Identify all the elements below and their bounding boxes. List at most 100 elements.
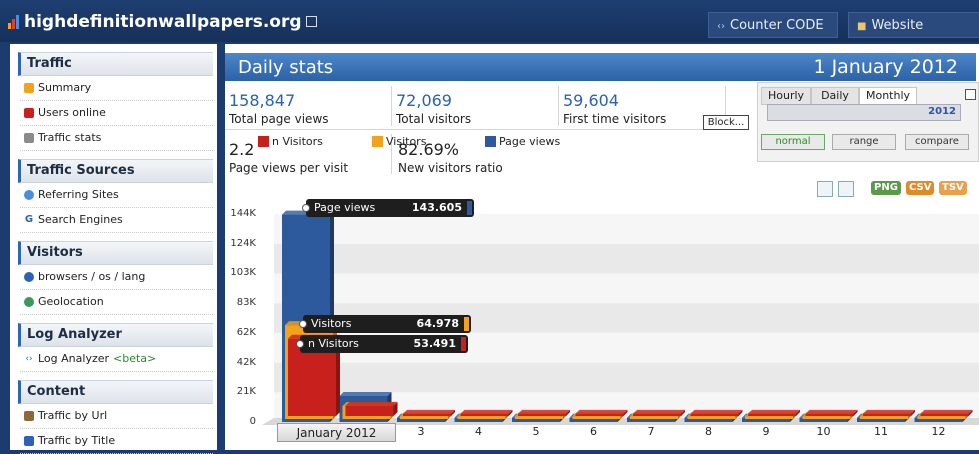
bar-side — [796, 409, 800, 416]
bar-face — [460, 413, 509, 416]
sidebar-item-traffic-by-title[interactable]: Traffic by Title — [20, 429, 213, 454]
stat-first-time-visitors: 59,604 First time visitors — [563, 91, 667, 126]
bar-face — [863, 413, 911, 416]
bar-top — [748, 409, 800, 414]
tooltip-dot — [299, 320, 307, 328]
sidebar-section-traffic: Traffic — [18, 52, 213, 76]
year-selector[interactable]: 2012 — [767, 104, 961, 121]
y-tick-label: 124K — [230, 237, 256, 249]
bar-face — [515, 416, 563, 419]
bar-side — [451, 409, 455, 416]
x-tick-label: 9 — [762, 425, 770, 438]
bar-face — [687, 416, 736, 419]
x-tick-label: 4 — [475, 425, 482, 438]
bar-top — [920, 409, 973, 414]
external-link-icon[interactable] — [305, 15, 317, 27]
bar-side — [968, 409, 973, 416]
sidebar-item-traffic-by-url[interactable]: Traffic by Url — [20, 404, 213, 429]
export-png-button[interactable]: PNG — [871, 181, 901, 195]
sidebar-item-traffic-stats[interactable]: Traffic stats — [20, 126, 213, 151]
bar-n-visitors — [575, 409, 628, 416]
google-icon: G — [24, 214, 34, 225]
x-tick-label: 12 — [931, 425, 946, 438]
bar-face — [914, 417, 963, 422]
bar-top — [339, 392, 392, 396]
bar-top — [403, 409, 455, 414]
bar-side — [738, 409, 743, 416]
bar-chart-logo-icon — [8, 15, 19, 29]
bar-face — [572, 416, 621, 419]
bar-n-visitors — [805, 409, 858, 416]
y-tick-label: 144K — [230, 208, 256, 219]
divider — [391, 134, 392, 174]
export-csv-button[interactable]: CSV — [906, 181, 935, 195]
sidebar-item-summary[interactable]: Summary — [20, 76, 213, 101]
daily-stats-header: Daily stats 1 January 2012 — [225, 53, 976, 81]
period-panel: Hourly Daily Monthly 2012 normal range c… — [757, 82, 979, 162]
sidebar-item-referring-sites[interactable]: Referring Sites — [20, 183, 213, 208]
bar-face — [742, 417, 790, 422]
bar-n-visitors — [403, 409, 455, 416]
calendar-icon[interactable] — [965, 89, 976, 100]
sidebar-section-content: Content — [18, 380, 213, 404]
x-tick-label: 7 — [647, 425, 655, 438]
bar-face — [920, 413, 969, 416]
bar-side — [393, 401, 398, 416]
grid-band — [274, 214, 979, 244]
page-title: Daily stats — [238, 57, 334, 78]
bar-face — [569, 417, 618, 422]
grid-band — [274, 273, 979, 304]
geo-icon — [24, 297, 34, 307]
bar-top — [518, 409, 570, 414]
y-tick-label: 103K — [230, 267, 256, 279]
area-chart-type-icon[interactable] — [838, 181, 854, 197]
bar-chart — [262, 210, 979, 425]
tab-daily[interactable]: Daily — [811, 87, 859, 105]
bar-side — [508, 409, 513, 416]
bar-n-visitors — [460, 409, 513, 416]
legend-visitors[interactable]: Visitors — [372, 135, 426, 148]
bar-side — [853, 409, 858, 416]
sidebar-item-search-engines[interactable]: G Search Engines — [20, 208, 213, 233]
x-tick-label: 10 — [816, 425, 831, 438]
tooltip-new-visitors: n Visitors 53.491 — [296, 335, 468, 353]
sidebar-item-users-online[interactable]: Users online — [20, 101, 213, 126]
block-button[interactable]: Block... — [703, 115, 749, 130]
info-icon — [24, 272, 34, 282]
mode-normal-button[interactable]: normal — [761, 134, 825, 150]
site-logo[interactable]: highdefinitionwallpapers.org — [8, 12, 317, 32]
bar-n-visitors — [633, 409, 685, 416]
tooltip-dot — [302, 204, 310, 212]
sidebar-item-log-analyzer[interactable]: ‹› Log Analyzer <beta> — [20, 347, 213, 372]
wrench-icon — [24, 411, 34, 421]
legend-swatch — [485, 136, 496, 147]
bar-n-visitors — [518, 409, 570, 416]
tooltip-color — [467, 201, 472, 215]
mode-compare-button[interactable]: compare — [905, 134, 969, 150]
tab-monthly[interactable]: Monthly — [859, 87, 917, 105]
legend-new-visitors[interactable]: n Visitors — [258, 135, 323, 148]
sidebar-item-geolocation[interactable]: Geolocation — [20, 290, 213, 315]
website-account-button[interactable]: ■Website Account — [848, 12, 979, 60]
bar-chart-type-icon[interactable] — [817, 181, 833, 197]
site-title: highdefinitionwallpapers.org — [24, 12, 302, 32]
bar-top — [575, 409, 628, 414]
code-icon: ‹› — [24, 354, 34, 364]
tab-hourly[interactable]: Hourly — [761, 87, 811, 105]
month-selector[interactable]: January 2012 — [277, 423, 396, 442]
legend-page-views[interactable]: Page views — [485, 135, 560, 148]
x-tick-label: 3 — [417, 425, 425, 438]
y-tick-label: 62K — [236, 326, 256, 338]
export-tsv-button[interactable]: TSV — [939, 181, 967, 195]
bar-face — [684, 417, 733, 422]
counter-code-button[interactable]: ‹› Counter CODE — [708, 12, 838, 38]
tooltip-visitors: Visitors 64.978 — [299, 315, 471, 333]
sidebar-item-browsers[interactable]: browsers / os / lang — [20, 265, 213, 290]
bar-face — [627, 417, 675, 422]
mode-range-button[interactable]: range — [832, 134, 896, 150]
bar-top — [805, 409, 858, 414]
live-icon — [24, 108, 34, 118]
stat-total-visitors: 72,069 Total visitors — [396, 91, 472, 126]
bar-top — [460, 409, 513, 414]
sidebar: Traffic Summary Users online Traffic sta… — [10, 44, 217, 454]
